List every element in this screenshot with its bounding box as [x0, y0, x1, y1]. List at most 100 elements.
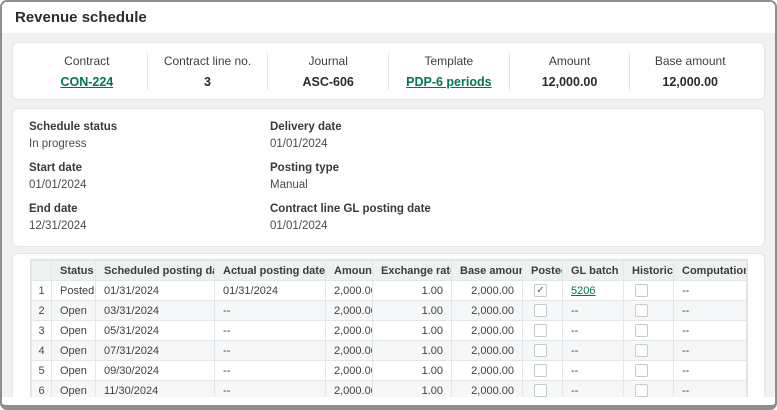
summary-field-contract-line-no: Contract line no. 3	[146, 53, 268, 90]
field-label: Template	[424, 54, 474, 68]
posted-cell	[522, 280, 563, 301]
exchange-rate-cell: 1.00	[372, 320, 452, 341]
details-card: Schedule status In progress Start date 0…	[12, 108, 765, 247]
summary-field-template: Template PDP-6 periods	[388, 53, 509, 90]
amount-cell: 2,000.00	[325, 280, 373, 301]
status-cell: Open	[51, 340, 96, 361]
posted-checkbox[interactable]	[534, 304, 547, 317]
col-header-gl-batch: GL batch	[562, 260, 624, 281]
field-label: Contract	[64, 54, 110, 68]
field-label: Posting type	[270, 162, 340, 174]
historical-checkbox[interactable]	[635, 284, 648, 297]
exchange-rate-cell: 1.00	[372, 360, 452, 381]
contract-link[interactable]: CON-224	[60, 75, 114, 89]
gl-batch-link[interactable]: 5206	[571, 284, 596, 297]
schedule-table-card: Status Scheduled posting date Actual pos…	[12, 253, 765, 397]
field-value: 12,000.00	[662, 75, 718, 89]
base-amount-cell: 2,000.00	[451, 280, 523, 301]
summary-field-journal: Journal ASC-606	[267, 53, 388, 90]
posted-checkbox[interactable]	[534, 384, 547, 397]
field-value: In progress	[29, 138, 87, 150]
posted-checkbox[interactable]	[534, 344, 547, 357]
col-header-actual-posting-date: Actual posting date	[214, 260, 326, 281]
content-area: Contract CON-224 Contract line no. 3 Jou…	[2, 33, 775, 397]
col-header-posted: Posted	[522, 260, 563, 281]
historical-checkbox[interactable]	[635, 304, 648, 317]
field-value: ASC-606	[302, 75, 354, 89]
table-row: 2Open03/31/2024--2,000.001.002,000.00---…	[31, 300, 747, 321]
computation-memo-cell: --	[673, 340, 747, 361]
computation-memo-cell: --	[673, 300, 747, 321]
detail-start-date: Start date 01/01/2024	[29, 161, 270, 193]
posted-checkbox[interactable]	[534, 284, 547, 297]
table-header-row: Status Scheduled posting date Actual pos…	[31, 260, 747, 281]
historical-cell	[623, 300, 674, 321]
col-header-status: Status	[51, 260, 96, 281]
computation-memo-cell: --	[673, 280, 747, 301]
detail-contract-line-gl-posting-date: Contract line GL posting date 01/01/2024	[270, 202, 748, 234]
detail-end-date: End date 12/31/2024	[29, 202, 270, 234]
field-label: Journal	[308, 54, 348, 68]
posted-checkbox[interactable]	[534, 364, 547, 377]
gl-batch-cell: --	[562, 360, 624, 381]
table-row: 3Open05/31/2024--2,000.001.002,000.00---…	[31, 320, 747, 341]
scheduled-posting-date-cell: 09/30/2024	[95, 360, 215, 381]
posted-checkbox[interactable]	[534, 324, 547, 337]
actual-posting-date-cell: 01/31/2024	[214, 280, 326, 301]
historical-checkbox[interactable]	[635, 364, 648, 377]
historical-cell	[623, 360, 674, 381]
row-number-cell: 5	[31, 360, 52, 381]
detail-schedule-status: Schedule status In progress	[29, 120, 270, 152]
footer-strip	[2, 397, 775, 405]
base-amount-cell: 2,000.00	[451, 340, 523, 361]
field-value: Manual	[270, 179, 308, 191]
schedule-table: Status Scheduled posting date Actual pos…	[31, 260, 747, 397]
table-row: 5Open09/30/2024--2,000.001.002,000.00---…	[31, 360, 747, 381]
amount-cell: 2,000.00	[325, 380, 373, 397]
computation-memo-cell: --	[673, 380, 747, 397]
row-number-cell: 3	[31, 320, 52, 341]
col-header-scheduled-posting-date: Scheduled posting date	[95, 260, 215, 281]
exchange-rate-cell: 1.00	[372, 280, 452, 301]
template-link[interactable]: PDP-6 periods	[406, 75, 492, 89]
historical-checkbox[interactable]	[635, 384, 648, 397]
scheduled-posting-date-cell: 11/30/2024	[95, 380, 215, 397]
row-number-cell: 6	[31, 380, 52, 397]
table-row: 4Open07/31/2024--2,000.001.002,000.00---…	[31, 340, 747, 361]
row-number-cell: 1	[31, 280, 52, 301]
historical-cell	[623, 320, 674, 341]
historical-checkbox[interactable]	[635, 344, 648, 357]
field-label: Start date	[29, 162, 83, 174]
posted-cell	[522, 360, 563, 381]
field-label: Amount	[548, 54, 591, 68]
field-label: Contract line GL posting date	[270, 203, 431, 215]
status-cell: Posted	[51, 280, 96, 301]
summary-field-base-amount: Base amount 12,000.00	[629, 53, 750, 90]
scheduled-posting-date-cell: 01/31/2024	[95, 280, 215, 301]
posted-cell	[522, 300, 563, 321]
posted-cell	[522, 380, 563, 397]
field-value: 01/01/2024	[270, 138, 328, 150]
field-value: 01/01/2024	[29, 179, 87, 191]
status-cell: Open	[51, 300, 96, 321]
actual-posting-date-cell: --	[214, 360, 326, 381]
amount-cell: 2,000.00	[325, 340, 373, 361]
field-value: 12/31/2024	[29, 220, 87, 232]
historical-cell	[623, 340, 674, 361]
field-label: Schedule status	[29, 121, 118, 133]
col-header-historical: Historical	[623, 260, 674, 281]
row-number-cell: 2	[31, 300, 52, 321]
historical-checkbox[interactable]	[635, 324, 648, 337]
titlebar: Revenue schedule	[2, 2, 775, 33]
amount-cell: 2,000.00	[325, 320, 373, 341]
status-cell: Open	[51, 320, 96, 341]
exchange-rate-cell: 1.00	[372, 340, 452, 361]
table-row: 1Posted01/31/202401/31/20242,000.001.002…	[31, 280, 747, 301]
base-amount-cell: 2,000.00	[451, 320, 523, 341]
summary-card: Contract CON-224 Contract line no. 3 Jou…	[12, 42, 765, 100]
field-value: 3	[204, 75, 211, 89]
field-label: Base amount	[654, 54, 726, 68]
actual-posting-date-cell: --	[214, 380, 326, 397]
scheduled-posting-date-cell: 03/31/2024	[95, 300, 215, 321]
